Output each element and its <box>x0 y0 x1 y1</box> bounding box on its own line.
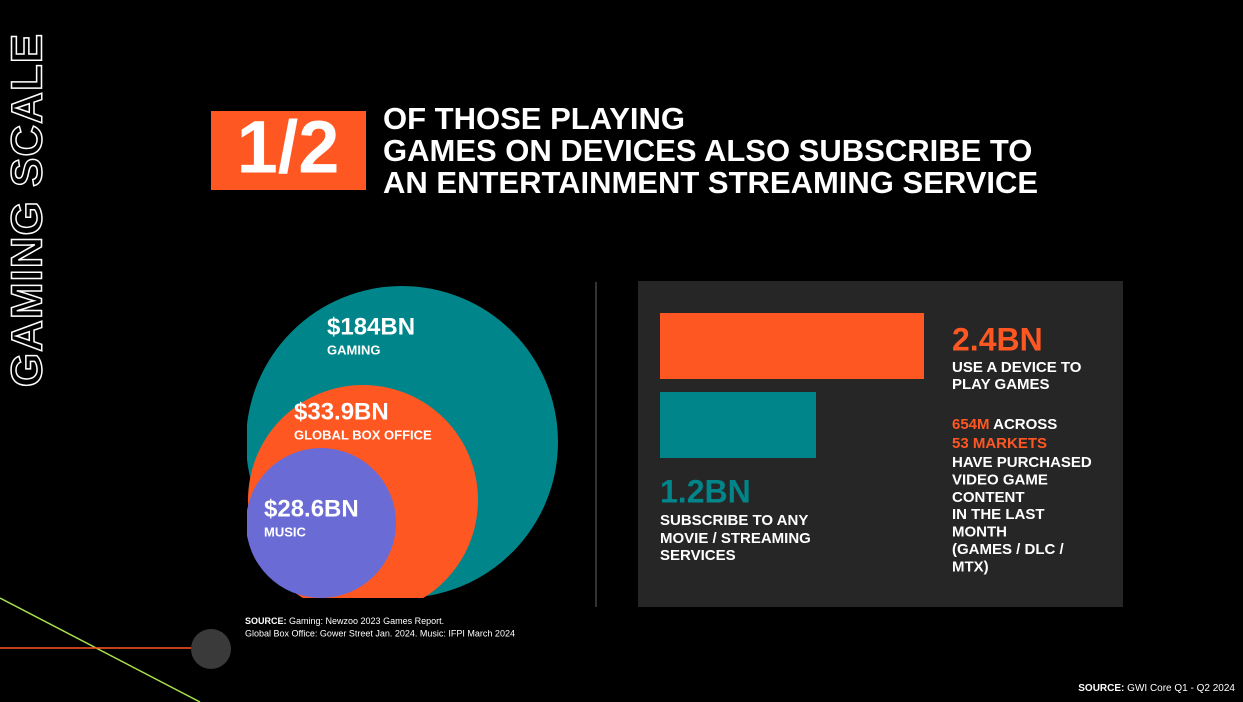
circle-label: MUSIC <box>264 524 307 539</box>
stat-highlight: 654M <box>952 416 990 433</box>
decor-line <box>0 597 201 702</box>
stat-line: VIDEO GAME <box>952 471 1048 488</box>
source-text: Global Box Office: Gower Street Jan. 202… <box>245 628 515 638</box>
side-title: GAMING SCALE <box>3 33 52 387</box>
headline-line: AN ENTERTAINMENT STREAMING SERVICE <box>383 165 1038 200</box>
stat-line: MOVIE / STREAMING <box>660 530 811 547</box>
source-text: GWI Core Q1 - Q2 2024 <box>1124 683 1235 694</box>
stat-line: PLAY GAMES <box>952 376 1050 393</box>
source-label: SOURCE: <box>1078 683 1124 694</box>
circle-label: GAMING <box>327 342 380 357</box>
headline-line: OF THOSE PLAYING <box>383 101 685 136</box>
circle-label: GLOBAL BOX OFFICE <box>294 427 432 442</box>
circle-group <box>247 286 558 598</box>
circle-value: $28.6BN <box>264 495 359 522</box>
stat-line: SERVICES <box>660 547 736 564</box>
source-label: SOURCE: <box>245 616 287 626</box>
stat-line: CONTENT <box>952 489 1025 506</box>
stat-line: SUBSCRIBE TO ANY <box>660 512 808 529</box>
stat-value: 2.4BN <box>952 321 1043 357</box>
stat-line: MTX) <box>952 558 989 575</box>
source-note: SOURCE: Gaming: Newzoo 2023 Games Report… <box>245 616 444 626</box>
stat-line: USE A DEVICE TO <box>952 359 1082 376</box>
stat-highlight: 53 MARKETS <box>952 435 1047 452</box>
stat-line: 654M ACROSS <box>952 416 1057 433</box>
decor-dot <box>191 629 231 669</box>
source-text: Gaming: Newzoo 2023 Games Report. <box>287 616 445 626</box>
bar <box>660 313 924 379</box>
bar <box>660 392 816 458</box>
stat-line: MONTH <box>952 524 1007 541</box>
circle-value: $184BN <box>327 313 415 340</box>
footer-source: SOURCE: GWI Core Q1 - Q2 2024 <box>1078 683 1235 694</box>
fraction-box <box>211 111 366 190</box>
stat-line: HAVE PURCHASED <box>952 454 1092 471</box>
fraction: 1/2 <box>237 106 340 189</box>
circle-value: $33.9BN <box>294 398 389 425</box>
stat-text: ACROSS <box>990 416 1058 433</box>
headline-line: GAMES ON DEVICES ALSO SUBSCRIBE TO <box>383 133 1032 168</box>
stat-value: 1.2BN <box>660 473 751 509</box>
stat-line: (GAMES / DLC / <box>952 541 1064 558</box>
circle <box>247 448 396 598</box>
stat-line: IN THE LAST <box>952 506 1045 523</box>
